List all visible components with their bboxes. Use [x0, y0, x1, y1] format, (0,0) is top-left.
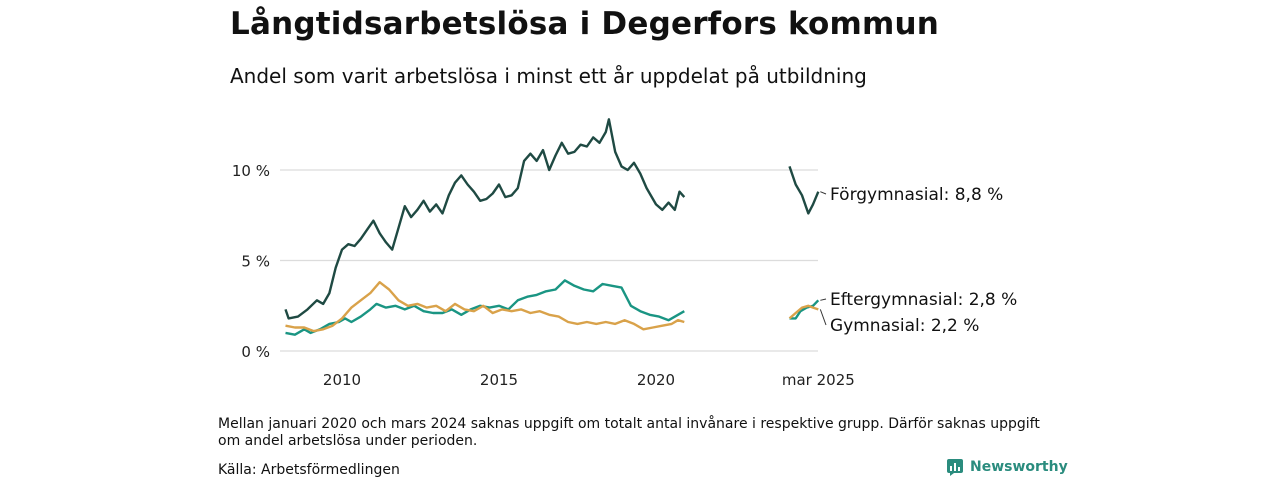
y-tick-label: 0 % — [241, 343, 270, 361]
line-chart: 0 % 5 % 10 % 2010 2015 2020 mar 2025 Förgymna… — [232, 118, 1017, 389]
footnote: Mellan januari 2020 och mars 2024 saknas… — [218, 416, 1040, 449]
source-text: Källa: Arbetsförmedlingen — [218, 462, 400, 478]
newsworthy-logo-text: Newsworthy — [970, 459, 1068, 475]
chart-subtitle: Andel som varit arbetslösa i minst ett å… — [230, 64, 867, 88]
grid-layer — [280, 169, 818, 352]
x-axis-ticks: 2010 2015 2020 mar 2025 — [323, 371, 855, 389]
y-tick-label: 10 % — [232, 162, 270, 180]
end-labels: Förgymnasial: 8,8 % Eftergymnasial: 2,8 %… — [819, 185, 1017, 336]
y-tick-label: 5 % — [241, 253, 270, 271]
series-line-eftergymnasial — [789, 299, 820, 320]
series-line-eftergymnasial — [285, 279, 685, 336]
end-label-förgymnasial: Förgymnasial: 8,8 % — [830, 185, 1003, 205]
series-layer — [284, 118, 820, 336]
end-label-connector — [820, 298, 827, 301]
series-line-förgymnasial — [284, 118, 686, 320]
chart-title: Långtidsarbetslösa i Degerfors kommun — [230, 6, 940, 42]
end-label-gymnasial: Gymnasial: 2,2 % — [830, 316, 979, 336]
x-tick-label: 2020 — [637, 371, 675, 389]
series-line-gymnasial — [285, 281, 685, 333]
series-line-förgymnasial — [788, 166, 820, 215]
end-label-connector — [819, 309, 827, 326]
newsworthy-logo-icon — [947, 459, 963, 476]
end-label-connector — [820, 191, 827, 195]
x-tick-label: mar 2025 — [782, 371, 855, 389]
newsworthy-logo[interactable]: Newsworthy — [946, 458, 1068, 476]
x-tick-label: 2010 — [323, 371, 361, 389]
series-line-gymnasial — [788, 304, 819, 320]
end-label-eftergymnasial: Eftergymnasial: 2,8 % — [830, 290, 1017, 310]
y-axis-ticks: 0 % 5 % 10 % — [232, 162, 270, 361]
x-tick-label: 2015 — [480, 371, 518, 389]
